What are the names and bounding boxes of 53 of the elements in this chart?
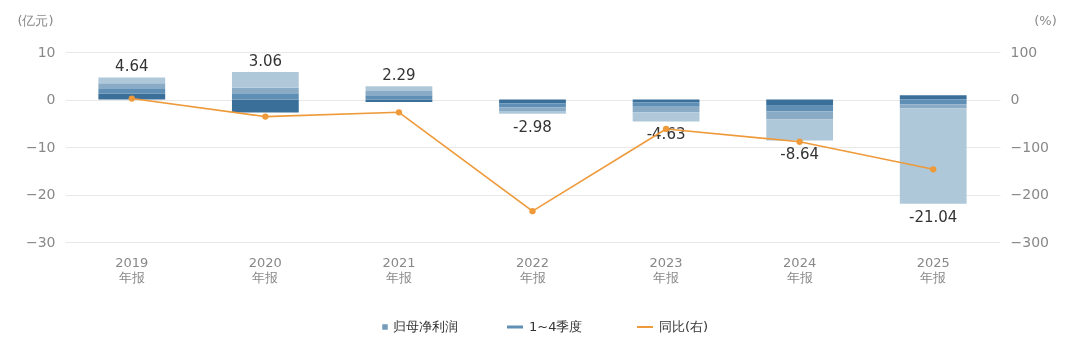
bar: [231, 93, 299, 100]
x-tick-label: 2020 年报: [248, 254, 282, 285]
y-tick-label: −30: [25, 233, 56, 250]
bar: [365, 90, 433, 96]
y2-axis-title: (%): [1034, 12, 1057, 28]
y2-tick-label: −100: [1010, 138, 1049, 155]
legend-label: 同比(右): [659, 319, 709, 334]
bar: [766, 99, 834, 106]
y-tick-label: 0: [46, 91, 56, 107]
bar: [231, 99, 299, 113]
bar: [766, 111, 834, 120]
bar: [365, 86, 433, 91]
y2-tick-label: 100: [1010, 43, 1038, 60]
total-label: 2.29: [382, 66, 416, 85]
y-tick-label: 10: [37, 43, 56, 60]
point: [395, 109, 403, 116]
bar: [98, 93, 166, 100]
y2-tick-label: −200: [1010, 186, 1049, 202]
bar: [365, 95, 433, 100]
total-label: 4.64: [115, 57, 149, 76]
x-tick-label: 2022 年报: [515, 254, 550, 285]
y-tick-label: −10: [25, 138, 56, 155]
y-axis-title: (亿元): [17, 12, 54, 28]
bar: [98, 77, 166, 84]
y-tick-label: −20: [25, 186, 56, 202]
x-tick-label: 2023 年报: [649, 254, 683, 285]
total-label: -8.64: [780, 144, 820, 163]
x-tick-label: 2025 年报: [916, 254, 950, 285]
bar: [899, 104, 967, 109]
x-tick-label: 2024 年报: [783, 254, 817, 285]
bar: [899, 95, 967, 100]
bar: [231, 71, 299, 88]
point: [128, 95, 135, 102]
legend-label: 归母净利润: [393, 319, 458, 334]
x-tick-label: 2021 年报: [382, 254, 416, 285]
bar: [499, 103, 566, 108]
point: [529, 207, 536, 215]
bar: [899, 108, 967, 204]
bar: [632, 112, 700, 122]
total-label: -21.04: [909, 207, 958, 226]
point: [262, 113, 269, 120]
bar: [98, 83, 166, 90]
point: [930, 166, 937, 173]
total-label: -2.98: [513, 117, 552, 136]
x-tick-label: 2019 年报: [115, 254, 149, 285]
y2-tick-label: 0: [1010, 91, 1020, 107]
point: [796, 138, 803, 145]
total-label: 3.06: [248, 51, 283, 70]
legend-label: 1~4季度: [529, 319, 583, 334]
y2-tick-label: −300: [1010, 233, 1049, 250]
bar: [632, 102, 700, 107]
bar: [98, 89, 166, 94]
bar: [766, 119, 834, 141]
